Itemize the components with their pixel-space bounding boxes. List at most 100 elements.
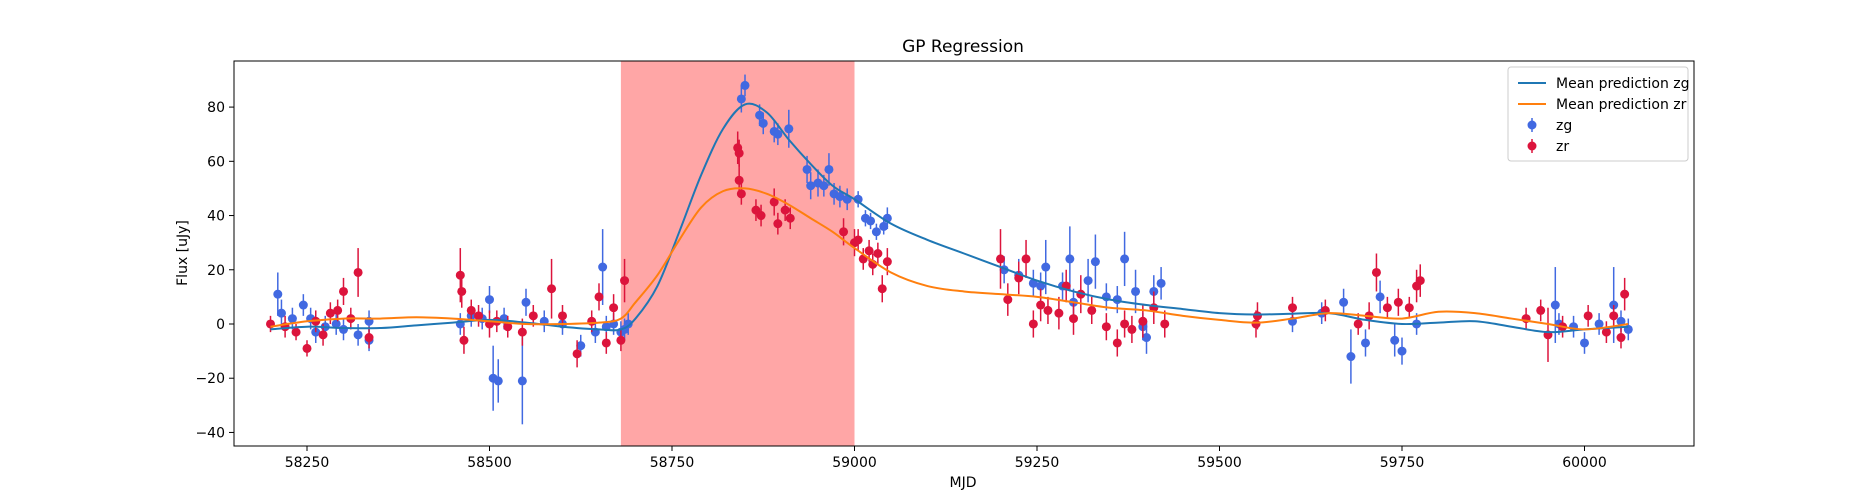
data-point-zg	[866, 216, 876, 226]
data-point-zg	[1550, 300, 1560, 310]
data-point-zg	[1361, 338, 1370, 348]
data-point-zr	[1127, 324, 1137, 334]
x-tick-label: 59750	[1380, 455, 1425, 471]
data-point-zr	[1160, 319, 1170, 329]
data-point-zr	[864, 246, 874, 256]
data-point-zr	[503, 322, 513, 332]
data-point-zg	[576, 341, 586, 351]
data-point-zr	[594, 292, 604, 302]
data-point-zr	[877, 284, 887, 294]
data-point-zg	[273, 289, 283, 299]
axes: 58250 58500 58750 59000 59250 59500 59750 60000…	[195, 60, 1695, 471]
data-point-zg	[331, 319, 341, 329]
data-point-zg	[623, 319, 633, 329]
data-point-zr	[780, 205, 790, 215]
data-point-zr	[459, 335, 469, 345]
data-point-zg	[806, 181, 816, 191]
y-tick-label: −20	[195, 371, 225, 387]
data-point-zr	[364, 333, 374, 343]
data-point-zg	[1580, 338, 1589, 348]
y-tick-label: 0	[216, 317, 225, 333]
data-point-zr	[1036, 300, 1046, 310]
data-point-zr	[517, 327, 527, 337]
axes-frame	[233, 60, 1695, 447]
x-tick-label: 59500	[1197, 455, 1242, 471]
data-point-zg	[835, 192, 845, 202]
x-axis-label: MJD	[950, 475, 977, 491]
data-point-zg	[1397, 346, 1407, 356]
data-point-zr	[455, 270, 465, 280]
data-point-zg	[1142, 333, 1151, 343]
y-tick-label: 60	[207, 154, 225, 170]
data-point-zr	[587, 316, 597, 326]
data-point-zg	[802, 164, 812, 174]
data-point-zr	[1251, 319, 1261, 329]
data-point-zr	[1120, 319, 1130, 329]
y-tick-label: 20	[207, 263, 225, 279]
data-point-zr	[1393, 297, 1403, 307]
data-point-zg	[1041, 262, 1051, 272]
data-point-zr	[1404, 303, 1414, 313]
data-point-zr	[1382, 303, 1392, 313]
data-point-zg	[819, 181, 829, 191]
data-point-zr	[1138, 316, 1148, 326]
x-tick-label: 58500	[467, 455, 512, 471]
data-point-zg	[740, 80, 750, 90]
data-point-zr	[853, 235, 863, 245]
data-point-zr	[882, 257, 892, 267]
data-point-zg	[853, 194, 863, 204]
data-point-zr	[620, 276, 630, 286]
data-point-zg	[1156, 278, 1166, 288]
data-point-zr	[1252, 311, 1262, 321]
data-point-zr	[839, 227, 849, 237]
y-tick-label: −40	[195, 425, 225, 441]
data-point-zg	[1594, 319, 1604, 329]
data-point-zr	[1371, 267, 1381, 277]
data-point-zr	[528, 311, 538, 321]
data-point-zr	[1054, 308, 1064, 318]
data-point-zg	[276, 308, 286, 318]
data-point-zg	[517, 376, 527, 386]
data-point-zg	[1339, 297, 1349, 307]
data-point-zr	[785, 213, 795, 223]
data-point-zr	[457, 286, 467, 296]
x-tick-label: 59250	[1015, 455, 1060, 471]
data-point-zr	[756, 211, 766, 221]
data-point-zr	[1069, 314, 1078, 324]
data-point-zr	[572, 349, 582, 359]
data-point-zr	[736, 189, 746, 199]
data-point-zg	[1375, 292, 1385, 302]
data-point-zg	[1131, 286, 1141, 296]
data-point-zg	[1120, 254, 1130, 264]
x-tick-label: 59000	[832, 455, 877, 471]
data-point-zg	[824, 164, 834, 174]
legend-point-swatch	[1527, 141, 1537, 151]
data-point-zr	[302, 343, 312, 353]
data-point-zg	[784, 124, 794, 134]
data-point-zg	[1083, 276, 1093, 286]
data-point-zg	[1616, 316, 1626, 326]
data-point-zr	[773, 219, 783, 229]
data-point-zr	[616, 335, 626, 345]
legend-point-swatch	[1527, 120, 1537, 130]
legend: Mean prediction zg Mean prediction zr zg zr	[1507, 66, 1690, 162]
data-point-zr	[1536, 305, 1546, 315]
legend-box	[1507, 66, 1689, 162]
data-point-zr	[1616, 333, 1626, 343]
data-point-zr	[1288, 303, 1297, 313]
data-point-zg	[1346, 352, 1356, 362]
data-point-zr	[1601, 327, 1611, 337]
data-point-zg	[755, 110, 765, 120]
data-point-zr	[873, 249, 883, 258]
data-point-zr	[466, 305, 476, 315]
data-point-zr	[1415, 276, 1425, 286]
data-point-zg	[1036, 281, 1046, 291]
data-point-zr	[558, 311, 567, 321]
series-zr	[266, 131, 1630, 368]
legend-label: Mean prediction zr	[1556, 97, 1687, 113]
data-point-zr	[1087, 305, 1097, 315]
legend-label: zr	[1556, 139, 1569, 155]
y-tick-label: 80	[207, 100, 225, 116]
